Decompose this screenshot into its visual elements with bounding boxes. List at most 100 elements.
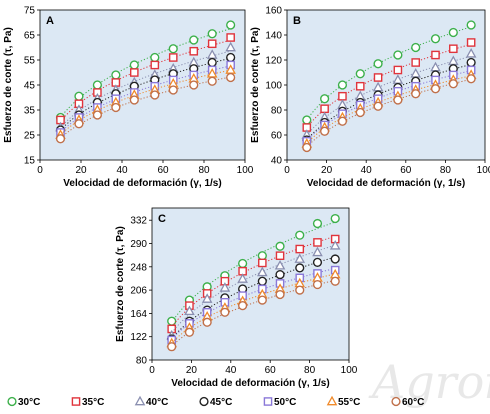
y-tick-label: 65 (24, 31, 36, 42)
data-point-60C (295, 285, 305, 295)
x-tick-label: 100 (341, 365, 358, 376)
x-tick-label: 0 (37, 165, 43, 176)
x-tick-label: 0 (149, 365, 155, 376)
data-point-60C (92, 110, 103, 120)
data-point-30C (373, 59, 383, 69)
data-point-35C (320, 104, 329, 114)
panel-label-a: A (46, 15, 54, 27)
y-tick-label: 80 (271, 106, 283, 117)
data-point-40C (257, 266, 268, 277)
data-point-35C (411, 58, 421, 67)
trendline-45C (60, 57, 231, 131)
legend-marker-40C (134, 395, 146, 406)
x-tick-label: 60 (400, 165, 412, 176)
data-point-30C (74, 91, 84, 101)
data-point-60C (74, 119, 84, 129)
data-point-60C (337, 116, 348, 126)
y-tick-label: 290 (130, 239, 147, 250)
data-point-60C (320, 126, 330, 136)
data-point-60C (184, 327, 195, 337)
data-point-40C (219, 282, 231, 292)
data-point-30C (257, 251, 267, 261)
x-tick-label: 100 (477, 165, 490, 176)
data-point-60C (393, 95, 403, 105)
data-point-60C (189, 80, 199, 90)
legend-label: 45°C (210, 397, 232, 408)
data-point-60C (430, 84, 441, 94)
data-point-35C (295, 244, 305, 254)
data-point-30C (411, 42, 421, 53)
data-point-60C (167, 342, 177, 352)
data-point-60C (129, 95, 139, 105)
legend-marker-55C (326, 395, 338, 406)
data-point-30C (275, 241, 285, 251)
trendline-60C (171, 279, 336, 347)
legend-marker-30C (7, 396, 17, 407)
data-point-40C (237, 273, 248, 283)
data-point-45C (257, 276, 267, 286)
data-point-30C (393, 50, 403, 60)
data-point-30C (129, 60, 139, 70)
data-point-40C (312, 246, 323, 257)
x-tick-label: 40 (116, 165, 128, 176)
data-point-60C (448, 79, 458, 89)
legend-label: 60°C (402, 397, 424, 408)
trendline-50C (60, 65, 231, 133)
panel-label-c: C (158, 213, 166, 225)
data-point-30C (295, 230, 305, 240)
data-point-40C (274, 259, 286, 270)
data-point-60C (150, 90, 160, 100)
data-point-60C (466, 74, 476, 84)
x-tick-label: 20 (75, 165, 87, 176)
legend-item-45C: 45°C (199, 396, 232, 408)
y-tick-label: 164 (130, 309, 147, 320)
legend-marker-50C (263, 397, 273, 406)
trendline-30C (60, 28, 231, 118)
data-point-30C (226, 20, 236, 30)
data-point-35C (338, 91, 347, 101)
trendline-40C (60, 50, 231, 128)
data-point-30C (312, 218, 323, 229)
trendline-60C (306, 78, 472, 148)
data-point-30C (168, 44, 178, 54)
y-tick-label: 35 (24, 106, 36, 117)
data-point-45C (207, 57, 217, 68)
data-point-60C (226, 72, 236, 83)
legend-label: 50°C (274, 397, 296, 408)
data-point-45C (275, 269, 285, 280)
data-point-45C (295, 263, 305, 273)
x-tick-label: 40 (361, 165, 373, 176)
data-point-30C (92, 80, 103, 90)
trendline-55C (306, 75, 472, 144)
x-tick-label: 40 (225, 365, 237, 376)
x-tick-label: 100 (237, 165, 254, 176)
data-point-60C (312, 279, 323, 290)
data-point-30C (330, 213, 340, 224)
panel-label-b: B (293, 15, 301, 27)
data-point-60C (373, 101, 383, 111)
legend-label: 35°C (82, 397, 104, 408)
data-point-35C (189, 46, 199, 56)
y-axis-label-a: Esfuerzo de corte (τ, Pa) (3, 27, 14, 143)
data-point-60C (207, 76, 217, 86)
data-point-30C (337, 80, 348, 90)
panel-a: 0 20 40 60 80 100 15 25 35 45 55 65 75 A Velocidad d… (3, 6, 254, 190)
panel-c: 0 20 40 60 80 100 80 122 164 206 248 290 332 C Veloc… (115, 207, 358, 389)
x-tick-label: 20 (321, 165, 333, 176)
legend-item-40C: 40°C (134, 395, 168, 408)
y-tick-label: 75 (24, 6, 36, 17)
x-tick-label: 60 (265, 365, 277, 376)
x-tick-label: 60 (157, 165, 169, 176)
legend-item-55C: 55°C (326, 395, 360, 408)
x-tick-label: 80 (198, 165, 210, 176)
trendline-55C (171, 273, 336, 344)
trendline-35C (306, 43, 472, 128)
data-point-35C (150, 60, 160, 70)
y-tick-label: 40 (271, 156, 283, 167)
y-tick-label: 332 (130, 216, 147, 227)
y-tick-label: 248 (130, 262, 147, 273)
data-point-35C (449, 44, 458, 54)
y-tick-label: 45 (24, 81, 36, 92)
data-point-35C (207, 39, 217, 49)
